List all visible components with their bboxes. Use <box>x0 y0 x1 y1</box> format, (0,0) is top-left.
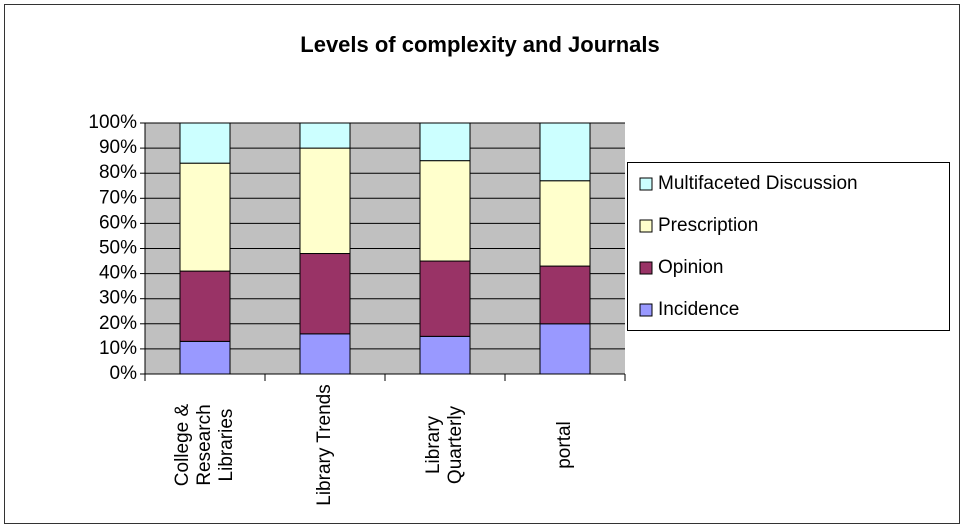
legend-swatch <box>639 261 653 275</box>
chart-title: Levels of complexity and Journals <box>300 32 659 57</box>
legend-label: Multifaceted Discussion <box>658 173 858 194</box>
bar-segment <box>179 122 231 164</box>
bar-segment <box>539 122 591 182</box>
bar-segment <box>539 265 591 325</box>
y-tick-label: 40% <box>99 263 137 284</box>
legend-label: Incidence <box>658 299 739 320</box>
y-tick-label: 60% <box>99 212 137 233</box>
y-tick-label: 20% <box>99 313 137 334</box>
bar-segment <box>539 180 591 267</box>
legend-label: Prescription <box>658 215 758 236</box>
legend-swatch <box>639 219 653 233</box>
y-tick-label: 90% <box>99 137 137 158</box>
bar-segment <box>539 323 591 375</box>
y-tick-label: 30% <box>99 288 137 309</box>
bar-segment <box>419 160 471 262</box>
bar-segment <box>299 147 351 255</box>
x-tick-label: Library Quarterly <box>423 405 466 485</box>
bar-segment <box>419 260 471 337</box>
legend-swatch <box>639 177 653 191</box>
x-tick-label: College & Research Libraries <box>172 403 237 487</box>
bar-segment <box>179 270 231 342</box>
x-tick-label: Library Trends <box>314 384 335 506</box>
bar-segment <box>419 335 471 375</box>
bar-segment <box>299 122 351 149</box>
y-tick-label: 50% <box>99 238 137 259</box>
x-tick-label: portal <box>554 421 575 469</box>
legend-box <box>627 162 950 331</box>
bar-segment <box>419 122 471 162</box>
y-tick-label: 70% <box>99 187 137 208</box>
y-tick-label: 10% <box>99 338 137 359</box>
bar-segment <box>179 162 231 272</box>
legend-label: Opinion <box>658 257 724 278</box>
y-tick-label: 80% <box>99 162 137 183</box>
y-tick-label: 100% <box>88 112 137 133</box>
y-tick-label: 0% <box>110 363 138 384</box>
legend-swatch <box>639 303 653 317</box>
bar-segment <box>179 340 231 375</box>
bar-segment <box>299 253 351 335</box>
bar-segment <box>299 333 351 375</box>
